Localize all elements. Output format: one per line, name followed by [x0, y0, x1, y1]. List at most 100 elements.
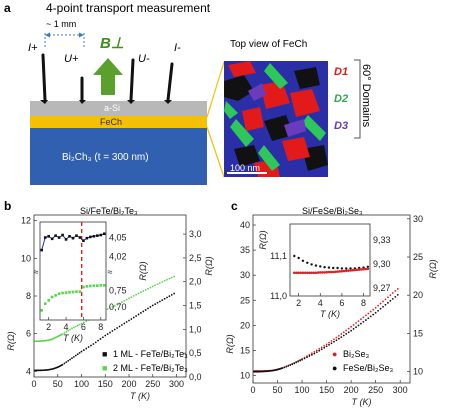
chart-c-series-1-point: [345, 332, 348, 335]
chart-b-series-0-point: [139, 312, 142, 314]
scale-bar-label: 100 nm: [230, 163, 261, 173]
chart-b-series-0-point: [111, 330, 114, 332]
inset-b-series-1-point: [57, 236, 61, 239]
inset-b-series-2-point: [43, 302, 47, 305]
inset-c-series-2-point: [357, 268, 361, 271]
chart-b-series-1-point: [69, 328, 71, 331]
chart-b-series-1-point: [118, 302, 121, 305]
chart-c-series-0-point: [362, 316, 365, 319]
chart-b-y2-tick-label: 1,0: [189, 324, 202, 334]
inset-b-y-axis-label: R(Ω): [138, 261, 148, 280]
chart-b-series-0-point: [135, 315, 138, 317]
inset-c-series-1-point: [306, 261, 309, 264]
chart-b-series-1-point: [73, 326, 75, 329]
chart-b-series-1-point: [109, 307, 111, 309]
inset-c-y-tick-label: 11,0: [270, 291, 287, 301]
chart-c-y2-tick-label: 10: [413, 367, 423, 377]
chart-c-series-0-point: [342, 331, 345, 334]
chart-c-series-1-point: [310, 353, 313, 356]
chart-b-series-0-point: [65, 361, 68, 364]
domain-d3-label: D3: [334, 120, 349, 132]
inset-c-series-2-point: [364, 267, 367, 271]
chart-b-x-tick-label: 200: [121, 379, 136, 389]
chart-c-series-0-point: [387, 296, 389, 299]
chart-c-y2-tick-label: 15: [413, 328, 423, 338]
field-label: B⊥: [100, 35, 124, 52]
chart-c-x-tick-label: 250: [368, 385, 383, 395]
inset-b-series-1-point: [40, 248, 44, 252]
chart-c-series-1-point: [342, 334, 345, 337]
inset-c-series-2-point: [355, 268, 359, 272]
chart-c-y-tick-label: 20: [240, 320, 250, 330]
chart-b-series-1-point: [78, 323, 81, 326]
inset-b-series-1-point: [43, 236, 47, 239]
chart-c-plot-frame: [252, 214, 411, 384]
chart-c-series-1-point: [374, 311, 377, 314]
chart-c-series-0-point: [384, 298, 387, 301]
inset-b-series-1-point: [92, 234, 96, 238]
chart-b-series-0-point: [73, 355, 75, 358]
chart-b-series-1-point: [128, 297, 130, 300]
chart-b-series-0-point: [87, 346, 90, 348]
chart-c-series-1-point: [283, 366, 286, 369]
inset-c-series-1-point: [345, 267, 348, 270]
chart-c-series-1-point: [391, 297, 394, 300]
inset-b-x-tick-label: 6: [81, 322, 86, 332]
chart-b-series-1-point: [80, 322, 83, 325]
chart-c-series-0-point: [315, 349, 318, 352]
chart-b-series-1-point: [135, 293, 138, 296]
inset-b-x-axis-label: T (K): [63, 333, 83, 343]
chart-c-x-tick-label: 50: [273, 385, 283, 395]
chart-b-series-1-point: [142, 290, 145, 292]
chart-c-series-0-point: [337, 334, 340, 337]
inset-c-series-2-point: [323, 271, 326, 274]
inset-b-series-1-point: [85, 236, 89, 240]
inset-c-series-1-point: [327, 266, 331, 269]
chart-b-series-0-point: [154, 303, 157, 305]
chart-b-series-0-point: [92, 343, 95, 345]
chart-c-series-0-point: [360, 318, 362, 321]
inset-c-series-1-point: [340, 267, 344, 270]
panel-b-title: Si/FeTe/Bi₂Te₃: [80, 206, 138, 216]
substrate-layer: [30, 128, 207, 185]
inset-c-series-2-point: [351, 268, 355, 272]
inset-c-series-2-point: [310, 271, 313, 275]
chart-b-series-0-point: [109, 331, 111, 334]
chart-b-y-tick-label: 6: [26, 329, 31, 339]
inset-c-series-2-point: [303, 271, 307, 275]
inset-b-series-1-point: [68, 234, 71, 238]
inset-b-series-2-point: [54, 294, 57, 297]
chart-b-series-1-point: [151, 285, 154, 288]
domain-d1-label: D1: [334, 66, 349, 78]
legend-c-item-1: ● Bi₂Se₃: [332, 350, 369, 359]
chart-c-y2-tick-label: 30: [413, 214, 423, 224]
inset-c-x-tick-label: 2: [296, 298, 301, 308]
chart-b-y2-tick-label: 1,5: [189, 301, 202, 311]
chart-c-series-0-point: [310, 352, 313, 355]
inset-b-axis-break: ≈: [108, 267, 113, 277]
panel-a-title: 4-point transport measurement: [46, 1, 211, 15]
inset-c-series-1-point: [319, 265, 322, 268]
chart-b-series-1-point: [168, 277, 171, 280]
chart-c-series-1-point: [330, 342, 333, 345]
chart-b-series-1-point: [147, 287, 149, 290]
chart-b-series-1-point: [82, 321, 85, 324]
chart-b-series-1-point: [120, 301, 123, 303]
inset-b-series-1-point: [78, 236, 82, 239]
inset-c-y2-tick-label: 9,33: [373, 235, 391, 245]
panel-c-title: Si/FeSe/Bi₂Se₃: [302, 206, 363, 216]
inset-c-series-2-point: [293, 271, 296, 275]
probe-u-plus: U+: [64, 53, 79, 65]
inset-b-y-tick-label: 4,05: [109, 233, 127, 243]
chart-c-series-0-point: [355, 322, 357, 324]
chart-c-x-tick-label: 300: [393, 385, 408, 395]
chart-b-series-1-point: [156, 283, 159, 286]
inset-b-series-1-point: [64, 238, 68, 241]
chart-c-series-1-point: [352, 328, 355, 330]
inset-c-series-2-point: [312, 271, 316, 275]
chart-c-y2-tick-label: 25: [413, 252, 423, 262]
chart-c-series-1-point: [293, 362, 296, 365]
chart-b-series-1-point: [125, 298, 128, 301]
inset-b-series-2-point: [99, 284, 103, 287]
inset-c-series-2-point: [360, 268, 363, 271]
